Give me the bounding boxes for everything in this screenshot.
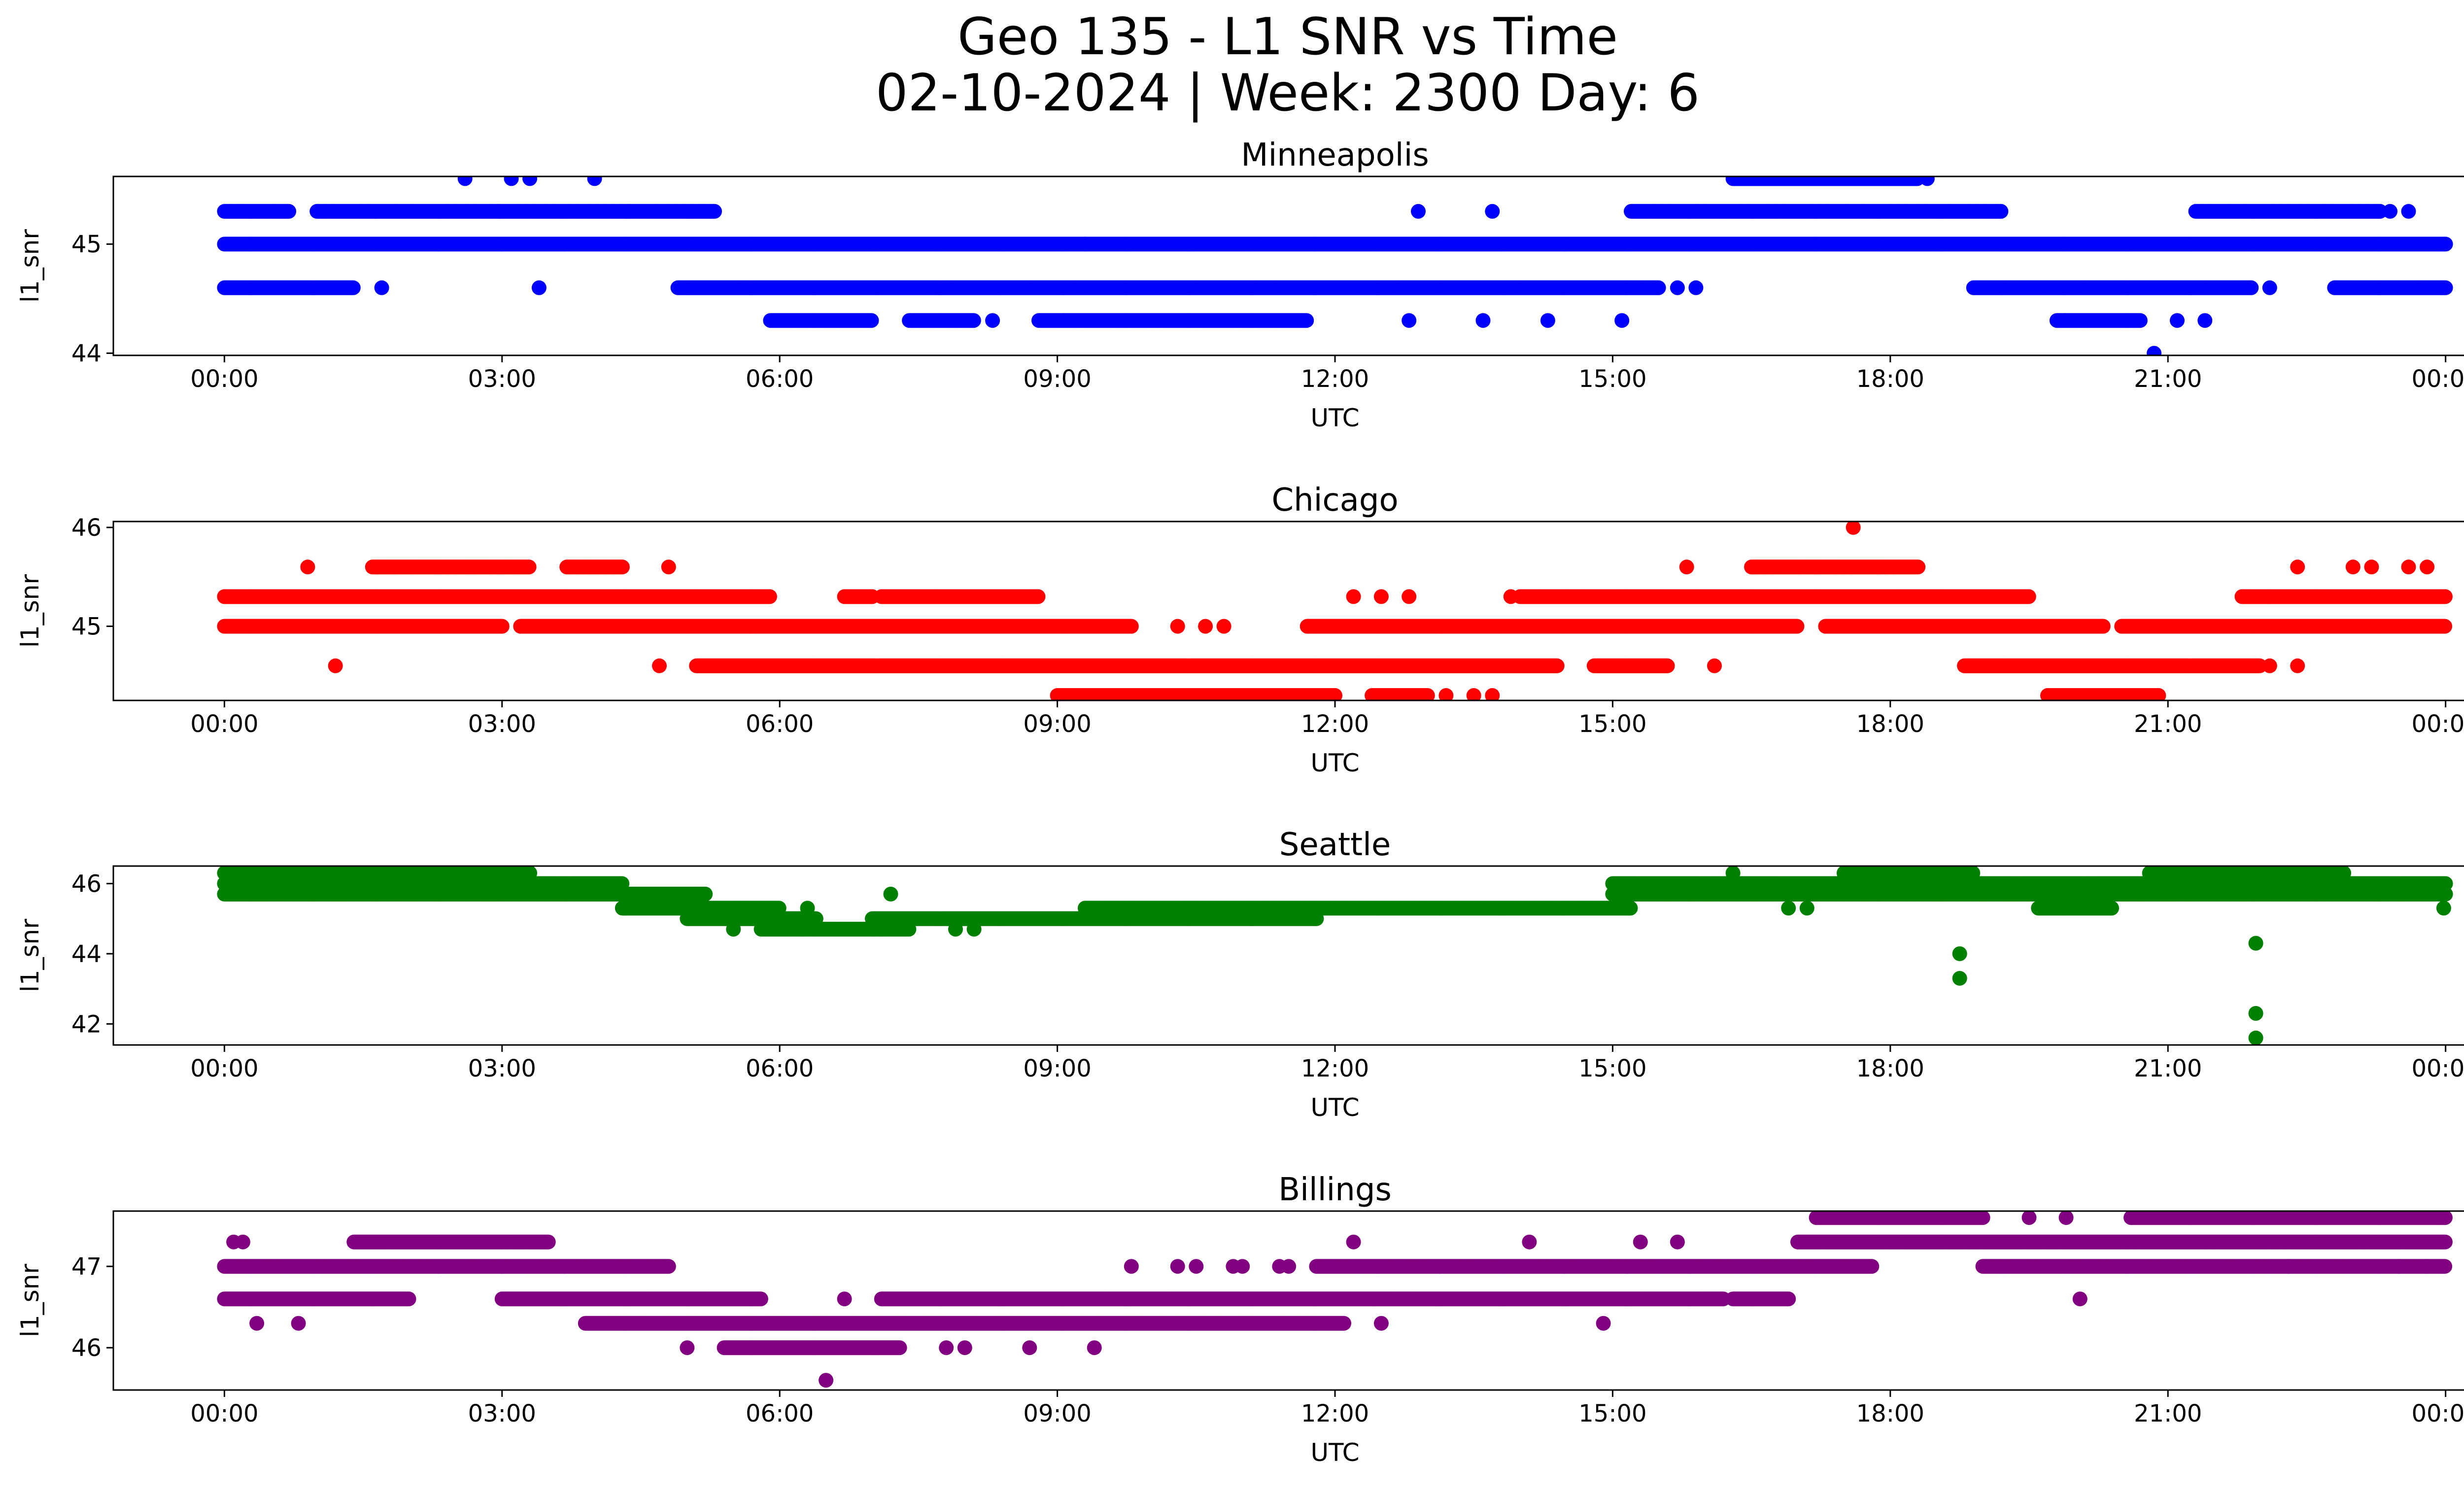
- data-point: [1411, 204, 1426, 219]
- data-point: [707, 204, 722, 219]
- chart-title-line-2: 02-10-2024 | Week: 2300 Day: 6: [875, 64, 1700, 123]
- data-point: [2244, 280, 2259, 295]
- x-tick-label: 12:00: [1301, 365, 1369, 393]
- data-points: [217, 522, 2453, 700]
- data-point: [1402, 313, 1417, 328]
- data-point: [1485, 204, 1500, 219]
- data-point: [2170, 313, 2185, 328]
- data-point: [1993, 204, 2009, 219]
- data-point: [2197, 313, 2213, 328]
- y-axis-label: l1_snr: [16, 229, 44, 303]
- subplot-title: Minneapolis: [1241, 137, 1429, 174]
- data-point: [2383, 204, 2397, 219]
- data-point: [2132, 313, 2148, 328]
- data-point: [504, 176, 519, 186]
- x-tick-label: 06:00: [746, 365, 814, 393]
- data-point: [345, 280, 361, 295]
- data-point: [1614, 313, 1630, 328]
- data-point: [1670, 280, 1685, 295]
- x-tick-label: 18:00: [1856, 365, 1924, 393]
- data-point: [1540, 313, 1555, 328]
- data-point: [966, 313, 981, 328]
- subplot-minneapolis: Minneapolis 00:00 03:00 06:00 09:00 12:00 15:0…: [16, 137, 2464, 432]
- x-tick-label: 03:00: [468, 365, 536, 393]
- data-point: [985, 313, 1000, 328]
- y-tick-label: 45: [71, 231, 102, 258]
- data-point: [2438, 280, 2453, 295]
- data-point: [587, 176, 602, 186]
- x-tick-label: 09:00: [1023, 365, 1091, 393]
- x-tick-label: 21:00: [2134, 365, 2202, 393]
- data-point: [1688, 280, 1704, 295]
- data-point: [1651, 280, 1666, 295]
- data-point: [1475, 313, 1491, 328]
- x-tick-label: 15:00: [1578, 365, 1646, 393]
- data-point: [1919, 176, 1935, 186]
- x-axis-label: UTC: [1310, 404, 1359, 432]
- data-point: [374, 280, 389, 295]
- data-points: [217, 176, 2453, 355]
- x-tick-label: 00:00: [190, 365, 258, 393]
- data-point: [281, 204, 297, 219]
- subplot-title: Chicago: [1271, 482, 1398, 519]
- data-point: [522, 176, 538, 186]
- data-point: [2438, 237, 2453, 252]
- data-point: [1299, 313, 1314, 328]
- x-tick-label: 00:00: [2411, 365, 2464, 393]
- data-point: [457, 176, 473, 186]
- data-point: [1077, 237, 1093, 252]
- data-point: [2147, 346, 2162, 355]
- data-point: [2401, 204, 2416, 219]
- chart-title-line-1: Geo 135 - L1 SNR vs Time: [957, 7, 1618, 67]
- data-point: [2262, 280, 2277, 295]
- data-point: [531, 280, 547, 295]
- axes-frame: [112, 175, 2464, 356]
- data-point: [864, 313, 879, 328]
- y-tick-label: 44: [71, 340, 102, 368]
